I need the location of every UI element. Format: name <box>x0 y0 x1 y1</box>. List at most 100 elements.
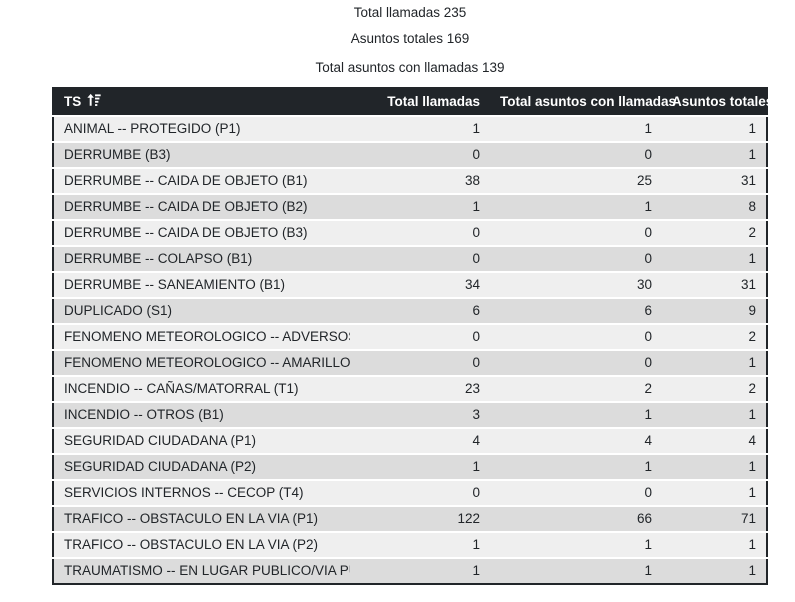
report-container: Total llamadas 235 Asuntos totales 169 T… <box>52 5 773 585</box>
summary-total-llamadas: Total llamadas 235 <box>353 5 467 20</box>
cell-asuntos-totales: 1 <box>748 485 756 500</box>
cell-total-asuntos-con-llamadas: 0 <box>644 355 652 370</box>
table-row: SEGURIDAD CIUDADANA (P1) 4 4 4 <box>53 428 767 454</box>
cell-ts: INCENDIO -- OTROS (B1) <box>64 407 224 422</box>
cell-asuntos-totales: 4 <box>748 433 756 448</box>
cell-total-asuntos-con-llamadas: 6 <box>644 303 652 318</box>
cell-asuntos-totales: 1 <box>748 537 756 552</box>
cell-total-llamadas: 0 <box>472 329 480 344</box>
table-row: SERVICIOS INTERNOS -- CECOP (T4) 0 0 1 <box>53 480 767 506</box>
summary-asuntos-totales: Asuntos totales 169 <box>350 31 470 46</box>
cell-ts: DERRUMBE -- CAIDA DE OBJETO (B3) <box>64 225 308 240</box>
table-row: DERRUMBE -- CAIDA DE OBJETO (B3) 0 0 2 <box>53 220 767 246</box>
column-header-total-asuntos-con-llamadas[interactable]: Total asuntos con llamadas <box>490 88 676 116</box>
table-row: DERRUMBE -- SANEAMIENTO (B1) 34 30 31 <box>53 272 767 298</box>
cell-total-llamadas: 6 <box>472 303 480 318</box>
cell-ts: TRAUMATISMO -- EN LUGAR PUBLICO/VIA PUBL… <box>64 563 350 578</box>
cell-total-llamadas: 1 <box>472 563 480 578</box>
table-row: TRAUMATISMO -- EN LUGAR PUBLICO/VIA PUBL… <box>53 558 767 584</box>
cell-asuntos-totales: 2 <box>748 329 756 344</box>
cell-asuntos-totales: 31 <box>740 277 756 292</box>
cell-total-asuntos-con-llamadas: 1 <box>644 459 652 474</box>
cell-ts: DUPLICADO (S1) <box>64 303 173 318</box>
cell-total-asuntos-con-llamadas: 1 <box>644 407 652 422</box>
cell-total-asuntos-con-llamadas: 25 <box>636 173 652 188</box>
cell-total-asuntos-con-llamadas: 0 <box>644 329 652 344</box>
cell-asuntos-totales: 1 <box>748 355 756 370</box>
cell-total-llamadas: 3 <box>472 407 480 422</box>
cell-total-asuntos-con-llamadas: 0 <box>644 485 652 500</box>
cell-asuntos-totales: 31 <box>740 173 756 188</box>
table-row: INCENDIO -- CAÑAS/MATORRAL (T1) 23 2 2 <box>53 376 767 402</box>
column-header-asuntos-totales[interactable]: Asuntos totales <box>662 88 773 116</box>
table-row: DERRUMBE (B3) 0 0 1 <box>53 142 767 168</box>
table-row: TRAFICO -- OBSTACULO EN LA VIA (P1) 122 … <box>53 506 767 532</box>
cell-asuntos-totales: 9 <box>748 303 756 318</box>
cell-ts: SEGURIDAD CIUDADANA (P2) <box>64 459 257 474</box>
cell-asuntos-totales: 1 <box>748 407 756 422</box>
cell-asuntos-totales: 2 <box>748 381 756 396</box>
cell-total-llamadas: 4 <box>472 433 480 448</box>
cell-ts: DERRUMBE -- CAIDA DE OBJETO (B1) <box>64 173 308 188</box>
cell-total-llamadas: 34 <box>464 277 480 292</box>
cell-total-asuntos-con-llamadas: 30 <box>636 277 652 292</box>
cell-total-llamadas: 1 <box>472 199 480 214</box>
cell-total-llamadas: 0 <box>472 355 480 370</box>
cell-ts: DERRUMBE -- CAIDA DE OBJETO (B2) <box>64 199 308 214</box>
table-row: ANIMAL -- PROTEGIDO (P1) 1 1 1 <box>53 116 767 142</box>
cell-total-llamadas: 0 <box>472 251 480 266</box>
cell-total-llamadas: 122 <box>457 511 480 526</box>
cell-ts: INCENDIO -- CAÑAS/MATORRAL (T1) <box>64 381 299 396</box>
cell-asuntos-totales: 71 <box>740 511 756 526</box>
cell-ts: FENOMENO METEOROLOGICO -- ADVERSOS (T1) <box>64 329 350 344</box>
cell-total-llamadas: 0 <box>472 225 480 240</box>
cell-total-llamadas: 0 <box>472 485 480 500</box>
cell-ts: DERRUMBE -- COLAPSO (B1) <box>64 251 253 266</box>
cell-total-asuntos-con-llamadas: 0 <box>644 147 652 162</box>
cell-total-asuntos-con-llamadas: 0 <box>644 225 652 240</box>
cell-ts: TRAFICO -- OBSTACULO EN LA VIA (P2) <box>64 537 319 552</box>
table-body: ANIMAL -- PROTEGIDO (P1) 1 1 1 DERRUMBE … <box>53 116 767 584</box>
cell-asuntos-totales: 1 <box>748 251 756 266</box>
cell-total-llamadas: 1 <box>472 459 480 474</box>
cell-total-llamadas: 38 <box>464 173 480 188</box>
cell-total-asuntos-con-llamadas: 1 <box>644 563 652 578</box>
cell-total-llamadas: 1 <box>472 121 480 136</box>
column-header-total-llamadas[interactable]: Total llamadas <box>350 88 490 116</box>
table-row: FENOMENO METEOROLOGICO -- ADVERSOS (T1) … <box>53 324 767 350</box>
cell-ts: DERRUMBE -- SANEAMIENTO (B1) <box>64 277 286 292</box>
cell-asuntos-totales: 1 <box>748 459 756 474</box>
cell-total-asuntos-con-llamadas: 2 <box>644 381 652 396</box>
cell-asuntos-totales: 2 <box>748 225 756 240</box>
table-row: DERRUMBE -- COLAPSO (B1) 0 0 1 <box>53 246 767 272</box>
table-row: INCENDIO -- OTROS (B1) 3 1 1 <box>53 402 767 428</box>
cell-ts: FENOMENO METEOROLOGICO -- AMARILLO (T1) <box>64 355 350 370</box>
cell-ts: ANIMAL -- PROTEGIDO (P1) <box>64 121 241 136</box>
cell-total-asuntos-con-llamadas: 1 <box>644 121 652 136</box>
cell-total-llamadas: 23 <box>464 381 480 396</box>
cell-asuntos-totales: 8 <box>748 199 756 214</box>
cell-total-asuntos-con-llamadas: 1 <box>644 537 652 552</box>
cell-ts: DERRUMBE (B3) <box>64 147 171 162</box>
cell-ts: SERVICIOS INTERNOS -- CECOP (T4) <box>64 485 304 500</box>
table-row: TRAFICO -- OBSTACULO EN LA VIA (P2) 1 1 … <box>53 532 767 558</box>
ts-report-table: TS Total llamadas Total <box>52 87 773 585</box>
cell-total-llamadas: 0 <box>472 147 480 162</box>
cell-ts: TRAFICO -- OBSTACULO EN LA VIA (P1) <box>64 511 319 526</box>
table-row: SEGURIDAD CIUDADANA (P2) 1 1 1 <box>53 454 767 480</box>
cell-total-asuntos-con-llamadas: 0 <box>644 251 652 266</box>
cell-total-llamadas: 1 <box>472 537 480 552</box>
cell-asuntos-totales: 1 <box>748 147 756 162</box>
table-row: DERRUMBE -- CAIDA DE OBJETO (B2) 1 1 8 <box>53 194 767 220</box>
cell-total-asuntos-con-llamadas: 4 <box>644 433 652 448</box>
table-header-row: TS Total llamadas Total <box>53 88 773 116</box>
table-row: DERRUMBE -- CAIDA DE OBJETO (B1) 38 25 3… <box>53 168 767 194</box>
cell-ts: SEGURIDAD CIUDADANA (P1) <box>64 433 257 448</box>
cell-total-asuntos-con-llamadas: 1 <box>644 199 652 214</box>
column-header-ts[interactable]: TS <box>53 88 350 116</box>
column-header-ts-label: TS <box>64 94 82 109</box>
cell-asuntos-totales: 1 <box>748 563 756 578</box>
table-row: DUPLICADO (S1) 6 6 9 <box>53 298 767 324</box>
table-header: TS Total llamadas Total <box>53 88 773 116</box>
summary-total-asuntos-con-llamadas: Total asuntos con llamadas 139 <box>315 60 505 75</box>
